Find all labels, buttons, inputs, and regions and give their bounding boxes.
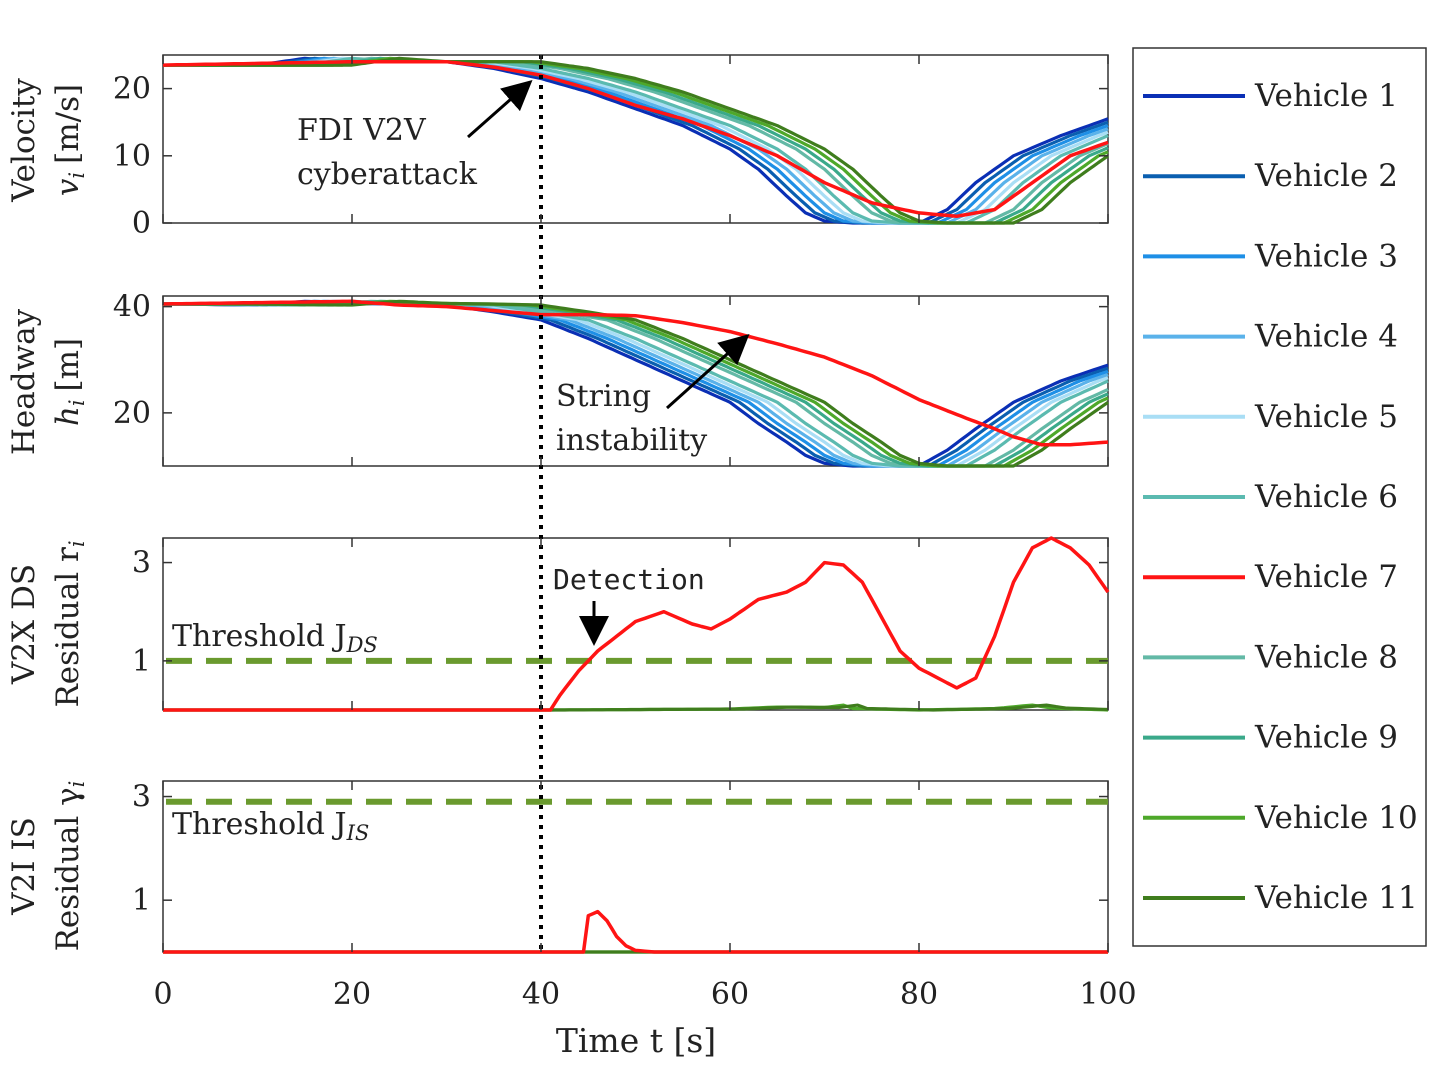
v2i-ylabel-line1: V2I IS xyxy=(6,817,42,916)
velocity-series xyxy=(162,56,1109,225)
v2x-threshold-sub: DS xyxy=(346,633,378,657)
xtick-label: 100 xyxy=(1079,977,1136,1012)
velocity-ylabel-symbol: v xyxy=(50,178,86,196)
v2x-series xyxy=(163,536,1110,712)
v2x-ytick-label: 3 xyxy=(132,546,151,581)
v2i-y-ticks: 13 xyxy=(132,780,1108,918)
legend-label: Vehicle 11 xyxy=(1254,880,1418,916)
x-axis-ticks: 0 20 40 60 80 100 xyxy=(153,55,1137,1012)
xtick-label: 80 xyxy=(900,977,938,1012)
x-axis-label: Time t [s] xyxy=(556,1021,716,1060)
headway-ylabel-symbol: h xyxy=(50,406,86,426)
v2i-axes-box xyxy=(162,780,1109,953)
v2x-ylabel-line2: Residual ri xyxy=(50,540,89,707)
legend-label: Vehicle 1 xyxy=(1254,78,1398,114)
velocity-annotation-arrow xyxy=(467,80,533,139)
velocity-ytick-label: 20 xyxy=(113,72,151,107)
velocity-annotation-line2: cyberattack xyxy=(297,157,478,192)
detection-label: Detection xyxy=(553,563,705,596)
velocity-series-vehicle-7 xyxy=(162,59,1109,219)
v2i-series-vehicle-7 xyxy=(163,909,1108,954)
legend-entries: Vehicle 1 Vehicle 2 Vehicle 3 Vehicle 4 Vehi… xyxy=(1143,78,1418,916)
legend-label: Vehicle 7 xyxy=(1254,559,1398,595)
legend: Vehicle 1 Vehicle 2 Vehicle 3 Vehicle 4 Vehi… xyxy=(1132,47,1427,947)
v2x-ylabel-sub: i xyxy=(65,540,89,547)
legend-label: Vehicle 4 xyxy=(1254,319,1398,355)
v2x-threshold-text: Threshold J xyxy=(172,619,347,654)
v2i-ylabel-symbol: Residual γ xyxy=(50,787,86,951)
v2x-ytick-label: 1 xyxy=(132,644,151,679)
legend-label: Vehicle 2 xyxy=(1254,158,1398,194)
headway-ylabel-line2: hi [m] xyxy=(50,338,89,426)
headway-series-vehicle-7 xyxy=(162,299,1109,447)
legend-label: Vehicle 10 xyxy=(1254,800,1418,836)
velocity-ylabel-line2: vi [m/s] xyxy=(50,84,89,196)
v2i-series xyxy=(163,909,1108,954)
headway-series-vehicle-11 xyxy=(163,299,1109,468)
v2x-axes-box xyxy=(162,537,1109,711)
legend-label: Vehicle 5 xyxy=(1254,399,1398,435)
headway-ytick-label: 20 xyxy=(113,396,151,431)
v2x-series-vehicle-7 xyxy=(163,536,1110,712)
xtick-label: 0 xyxy=(153,977,172,1012)
velocity-series-vehicle-11 xyxy=(163,56,1109,225)
v2i-ytick-label: 1 xyxy=(132,883,151,918)
v2i-residual-panel: 13 V2I IS Residual γi Threshold JIS xyxy=(6,780,1109,954)
headway-annotation-line1: String xyxy=(556,379,651,414)
headway-ylabel-line1: Headway xyxy=(6,308,42,455)
headway-ytick-label: 40 xyxy=(113,290,151,325)
v2i-threshold-label: Threshold JIS xyxy=(172,807,369,845)
v2x-y-ticks: 13 xyxy=(132,546,1108,679)
headway-ylabel-unit: [m] xyxy=(50,338,86,392)
v2x-threshold-label: Threshold JDS xyxy=(172,619,378,657)
xtick-label: 20 xyxy=(333,977,371,1012)
velocity-ytick-label: 10 xyxy=(113,139,151,174)
legend-label: Vehicle 8 xyxy=(1254,639,1398,675)
legend-label: Vehicle 9 xyxy=(1254,720,1398,756)
v2i-ylabel-line2: Residual γi xyxy=(50,781,89,952)
headway-annotation-arrow xyxy=(665,333,750,410)
legend-label: Vehicle 3 xyxy=(1254,238,1398,274)
v2x-ylabel-line1: V2X DS xyxy=(6,564,42,685)
xtick-label: 60 xyxy=(711,977,749,1012)
headway-ylabel-sub: i xyxy=(65,399,89,406)
v2i-threshold-text: Threshold J xyxy=(172,807,347,842)
v2i-ylabel-sub: i xyxy=(65,781,89,788)
velocity-panel: 0 10 20 Velocity vi [m/s] FDI V2V cyberatta… xyxy=(6,54,1109,241)
v2x-ylabel-symbol: Residual r xyxy=(50,547,86,708)
xtick-label: 40 xyxy=(522,977,560,1012)
velocity-ytick-label: 0 xyxy=(132,206,151,241)
v2i-ytick-label: 3 xyxy=(132,780,151,815)
v2x-residual-panel: 13 V2X DS Residual ri Threshold JDS Dete… xyxy=(6,536,1110,712)
headway-series xyxy=(162,299,1109,468)
velocity-annotation-line1: FDI V2V xyxy=(297,113,427,148)
velocity-ylabel-sub: i xyxy=(65,172,89,179)
legend-label: Vehicle 6 xyxy=(1254,479,1398,515)
velocity-ylabel-line1: Velocity xyxy=(6,78,42,203)
headway-annotation-line2: instability xyxy=(556,423,707,458)
velocity-y-ticks: 0 10 20 xyxy=(113,72,1108,241)
v2i-threshold-sub: IS xyxy=(346,821,370,845)
velocity-ylabel-unit: [m/s] xyxy=(50,84,86,164)
